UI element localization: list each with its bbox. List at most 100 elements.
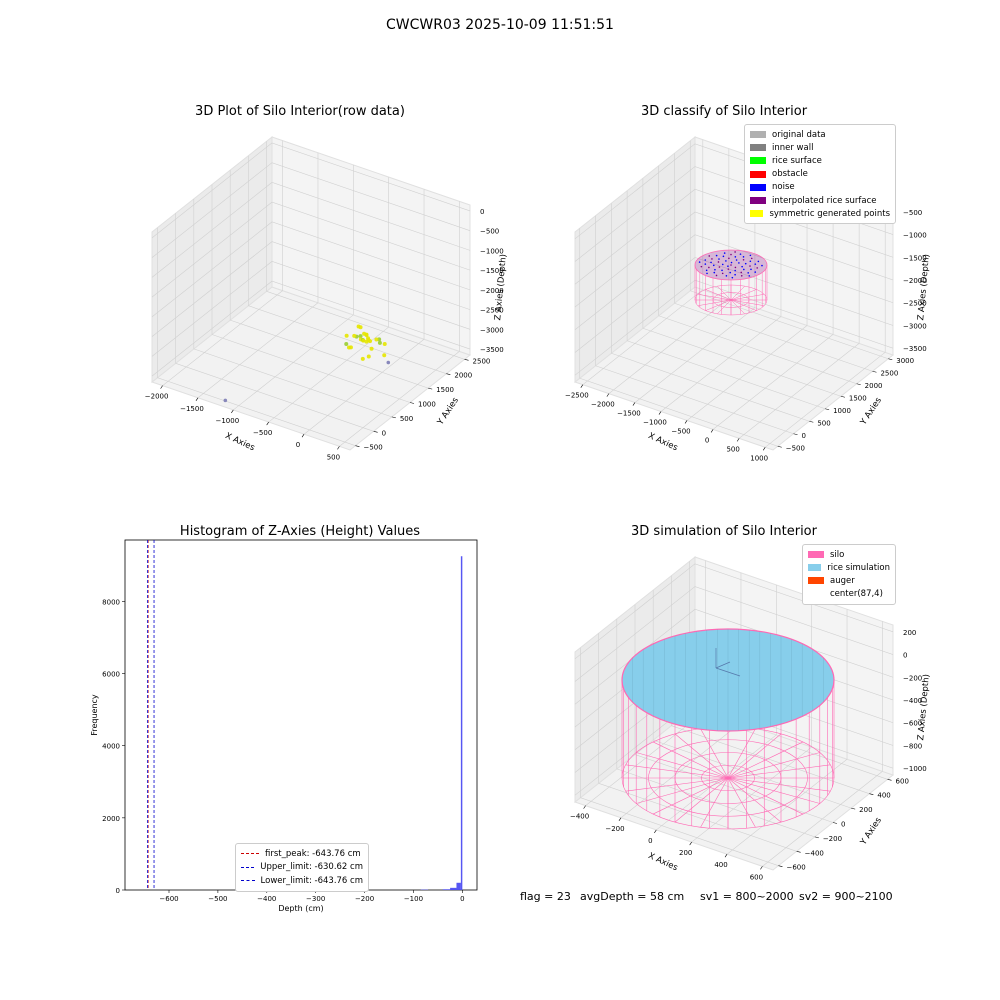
sv1-text: sv1 = 800~2000 — [700, 890, 794, 903]
raw-data-point — [344, 333, 349, 338]
hist-xtick-label: −600 — [159, 895, 178, 903]
p4-ytick-label: 400 — [877, 792, 890, 800]
legend-label: obstacle — [772, 169, 808, 180]
legend-swatch — [750, 157, 766, 165]
p2-ytick-label: 1000 — [833, 407, 851, 415]
p2-classified-point — [710, 261, 712, 264]
raw-data-point — [344, 342, 349, 347]
legend-label: symmetric generated points — [769, 208, 890, 219]
legend-swatch — [750, 210, 764, 218]
p1-ztick-label: −3000 — [480, 326, 504, 334]
p4-ytick — [869, 793, 874, 796]
p4-ytick — [851, 807, 856, 810]
p2-classified-point — [742, 258, 745, 261]
p4-xtick — [654, 829, 657, 834]
raw-data-point — [374, 337, 379, 342]
p2-ytick-label: 2000 — [865, 382, 883, 390]
p2-classified-point — [721, 263, 724, 266]
p1-ztick-label: −1500 — [480, 267, 504, 275]
legend-label: auger — [830, 575, 855, 586]
p1-xtick — [231, 409, 234, 414]
legend-item: obstacle — [750, 168, 890, 181]
p1-ztick-label: −2000 — [480, 287, 504, 295]
p2-ztick-label: −1000 — [903, 232, 927, 240]
p1-xtick-label: 500 — [327, 453, 340, 461]
p4-xlabel: X Axies — [647, 851, 680, 874]
p2-xtick-label: −500 — [671, 427, 690, 435]
sv2-text: sv2 = 900~2100 — [799, 890, 893, 903]
hist-bar — [460, 556, 463, 890]
p2-ztick-label: −3000 — [903, 322, 927, 330]
legend-swatch — [808, 564, 822, 572]
p1-xtick-label: −2000 — [145, 393, 169, 401]
raw-data-point — [382, 342, 387, 347]
hist-legend-item: Lower_limit: -643.76 cm — [241, 874, 363, 888]
p2-classified-point — [757, 260, 760, 263]
p2-xtick — [762, 447, 766, 451]
p2-xtick — [710, 429, 714, 433]
p2-xtick-label: −2500 — [565, 392, 589, 400]
p2-classified-point — [708, 255, 711, 257]
legend-swatch — [808, 591, 824, 598]
p1-ztick-label: −1000 — [480, 247, 504, 255]
p2-xtick — [736, 438, 740, 442]
p2-classified-point — [749, 260, 752, 263]
p1-ytick — [409, 402, 415, 404]
p4-rice-mesh — [632, 629, 824, 731]
p2-ztick-label: −500 — [903, 209, 922, 217]
p1-ztick-label: −2500 — [480, 307, 504, 315]
p2-ytick-label: 0 — [802, 432, 806, 440]
p2-classified-point — [734, 266, 737, 269]
hist-bar — [450, 887, 457, 890]
legend-item: rice simulation — [808, 561, 890, 574]
raw-data-point — [358, 334, 363, 339]
legend-item: auger — [808, 574, 890, 587]
legend-item: inner wall — [750, 141, 890, 154]
p4-ytick-label: 0 — [841, 821, 845, 829]
p2-classified-point — [728, 257, 730, 260]
p2-classified-point — [727, 265, 729, 267]
raw-data-point — [377, 340, 382, 345]
p1-ytick — [355, 445, 360, 447]
p2-xtick-label: −1000 — [643, 419, 667, 427]
p1-back-pane — [271, 136, 471, 356]
p2-classified-point — [750, 268, 752, 271]
p2-classified-point — [717, 261, 720, 263]
hist-xlabel: Depth (cm) — [278, 904, 323, 913]
p2-ytick-label: 500 — [817, 419, 830, 427]
p4-ytick — [778, 865, 783, 867]
p4-ztick-label: 0 — [903, 652, 907, 660]
legend-item: center(87,4) — [808, 588, 890, 601]
p4-ytick-label: −200 — [823, 835, 842, 843]
p1-ytick-label: 1000 — [418, 401, 436, 409]
p2-ztick-label: −2500 — [903, 300, 927, 308]
p4-ytick-label: −400 — [805, 849, 824, 857]
legend-label: silo — [830, 549, 845, 560]
p1-ytick-label: 500 — [400, 415, 413, 423]
p2-classified-point — [721, 269, 723, 272]
legend-label: first_peak: -643.76 cm — [265, 848, 361, 859]
p2-classified-point — [730, 253, 732, 256]
p2-classified-point — [730, 264, 732, 266]
p4-xtick — [689, 841, 692, 846]
p2-classified-point — [754, 263, 757, 265]
legend-item: noise — [750, 181, 890, 194]
hist-xtick-label: −100 — [404, 895, 423, 903]
flag-text: flag = 23 — [520, 890, 571, 903]
legend-item: symmetric generated points — [750, 207, 890, 220]
p1-ytick-label: 1500 — [436, 386, 454, 394]
p4-ztick-label: −800 — [903, 742, 922, 750]
p4-ytick-label: 600 — [896, 777, 909, 785]
p1-xtick — [195, 397, 199, 401]
p4-xtick-label: −400 — [570, 813, 589, 821]
p2-classified-point — [715, 274, 718, 277]
p2-classified-point — [754, 271, 757, 273]
p4-ztick-label: −1000 — [903, 765, 927, 773]
legend-swatch — [808, 551, 824, 559]
p1-xtick-label: 0 — [296, 441, 300, 449]
p4-ytick-label: −600 — [786, 864, 805, 872]
p4-zlabel: Z Axies (Depth) — [916, 674, 932, 741]
legend-item: interpolated rice surface — [750, 194, 890, 207]
p2-classified-point — [730, 261, 733, 264]
p1-xtick — [160, 385, 163, 389]
